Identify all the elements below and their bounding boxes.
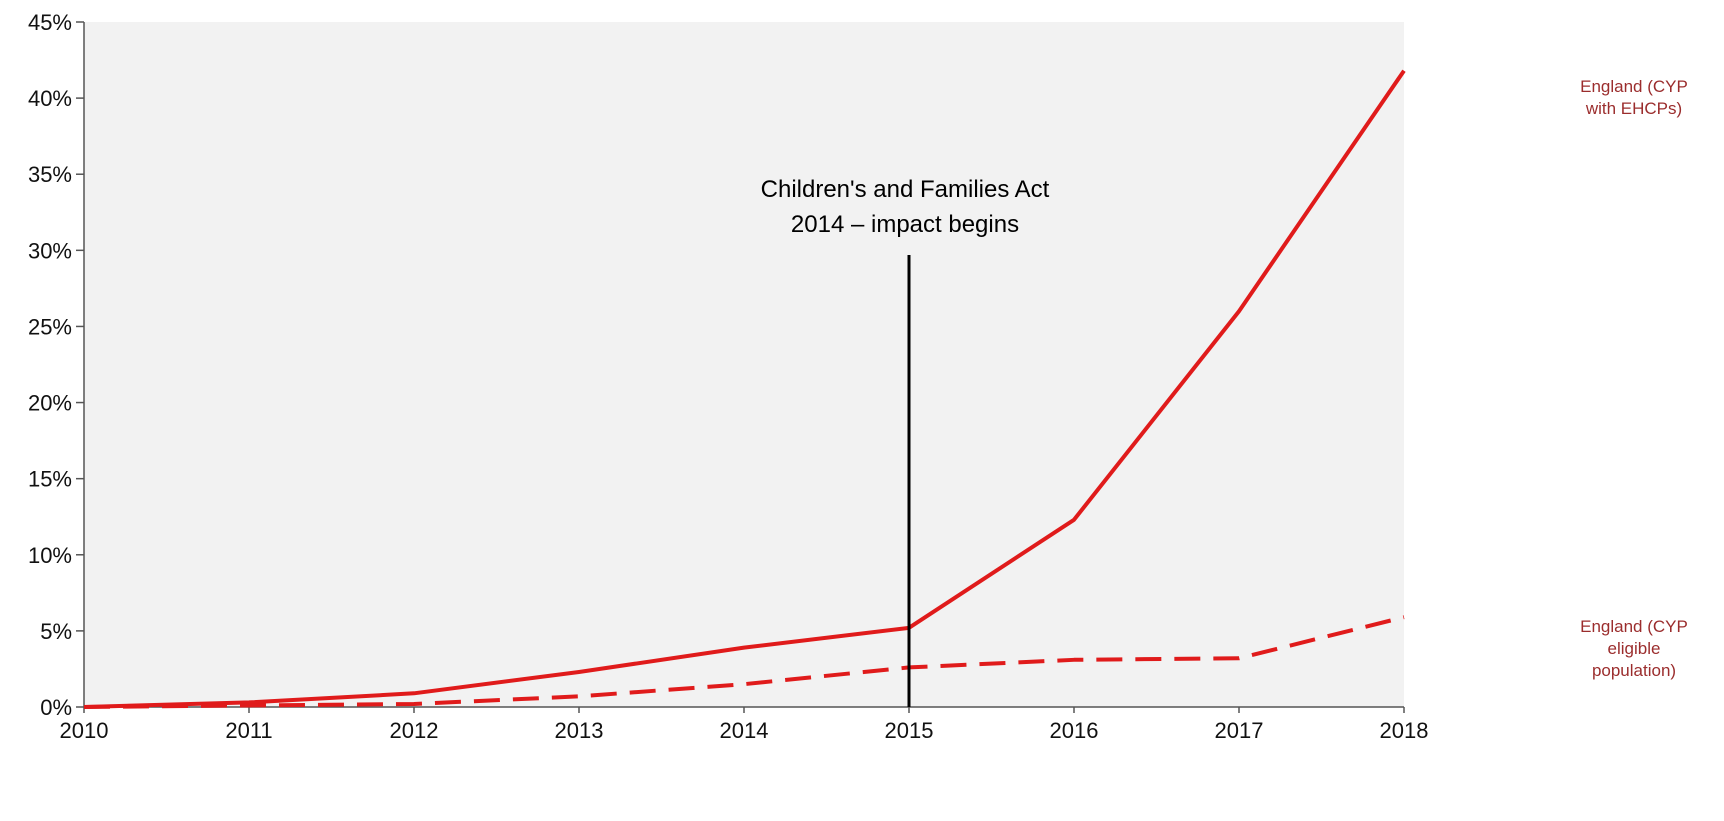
y-tick-label: 25% bbox=[28, 314, 72, 339]
series-line-1 bbox=[83, 69, 1406, 709]
y-axis: 0% 5% 10% 15% 20% 25% 30% 35% 40% 45% bbox=[28, 10, 84, 720]
series-label-line: England (CYP bbox=[1580, 77, 1688, 96]
x-tick-label: 2014 bbox=[720, 718, 769, 743]
y-tick-label: 10% bbox=[28, 543, 72, 568]
series-labels: England (CYP with EHCPs) England (CYP eligi… bbox=[1580, 77, 1688, 680]
y-tick-label: 45% bbox=[28, 10, 72, 35]
annotation-text: Children's and Families Act 2014 – impact… bbox=[761, 176, 1050, 238]
y-tick-label: 5% bbox=[40, 619, 72, 644]
x-tick-label: 2017 bbox=[1215, 718, 1264, 743]
plot-area bbox=[84, 22, 1404, 707]
y-tick-label: 35% bbox=[28, 162, 72, 187]
x-tick-label: 2010 bbox=[60, 718, 109, 743]
series-label-line: population) bbox=[1592, 661, 1676, 680]
series-label-2: England (CYP eligible population) bbox=[1580, 617, 1688, 680]
x-tick-label: 2012 bbox=[390, 718, 439, 743]
x-tick-label: 2018 bbox=[1380, 718, 1429, 743]
x-tick-label: 2015 bbox=[885, 718, 934, 743]
series-label-line: eligible bbox=[1608, 639, 1661, 658]
series-label-1: England (CYP with EHCPs) bbox=[1580, 77, 1688, 118]
x-axis: 2010 2011 2012 2013 2014 2015 2016 2017 2018 bbox=[60, 707, 1429, 743]
x-tick-label: 2013 bbox=[555, 718, 604, 743]
series-line-2 bbox=[83, 615, 1405, 709]
y-tick-label: 30% bbox=[28, 238, 72, 263]
x-tick-label: 2011 bbox=[225, 718, 272, 743]
annotation-text-line: 2014 – impact begins bbox=[791, 211, 1019, 238]
series-label-line: England (CYP bbox=[1580, 617, 1688, 636]
y-tick-label: 40% bbox=[28, 86, 72, 111]
y-tick-label: 0% bbox=[40, 695, 72, 720]
series-lines bbox=[83, 69, 1406, 709]
y-tick-label: 20% bbox=[28, 391, 72, 416]
x-tick-label: 2016 bbox=[1050, 718, 1099, 743]
y-tick-label: 15% bbox=[28, 467, 72, 492]
annotation-text-line: Children's and Families Act bbox=[761, 176, 1050, 203]
series-label-line: with EHCPs) bbox=[1585, 99, 1682, 118]
